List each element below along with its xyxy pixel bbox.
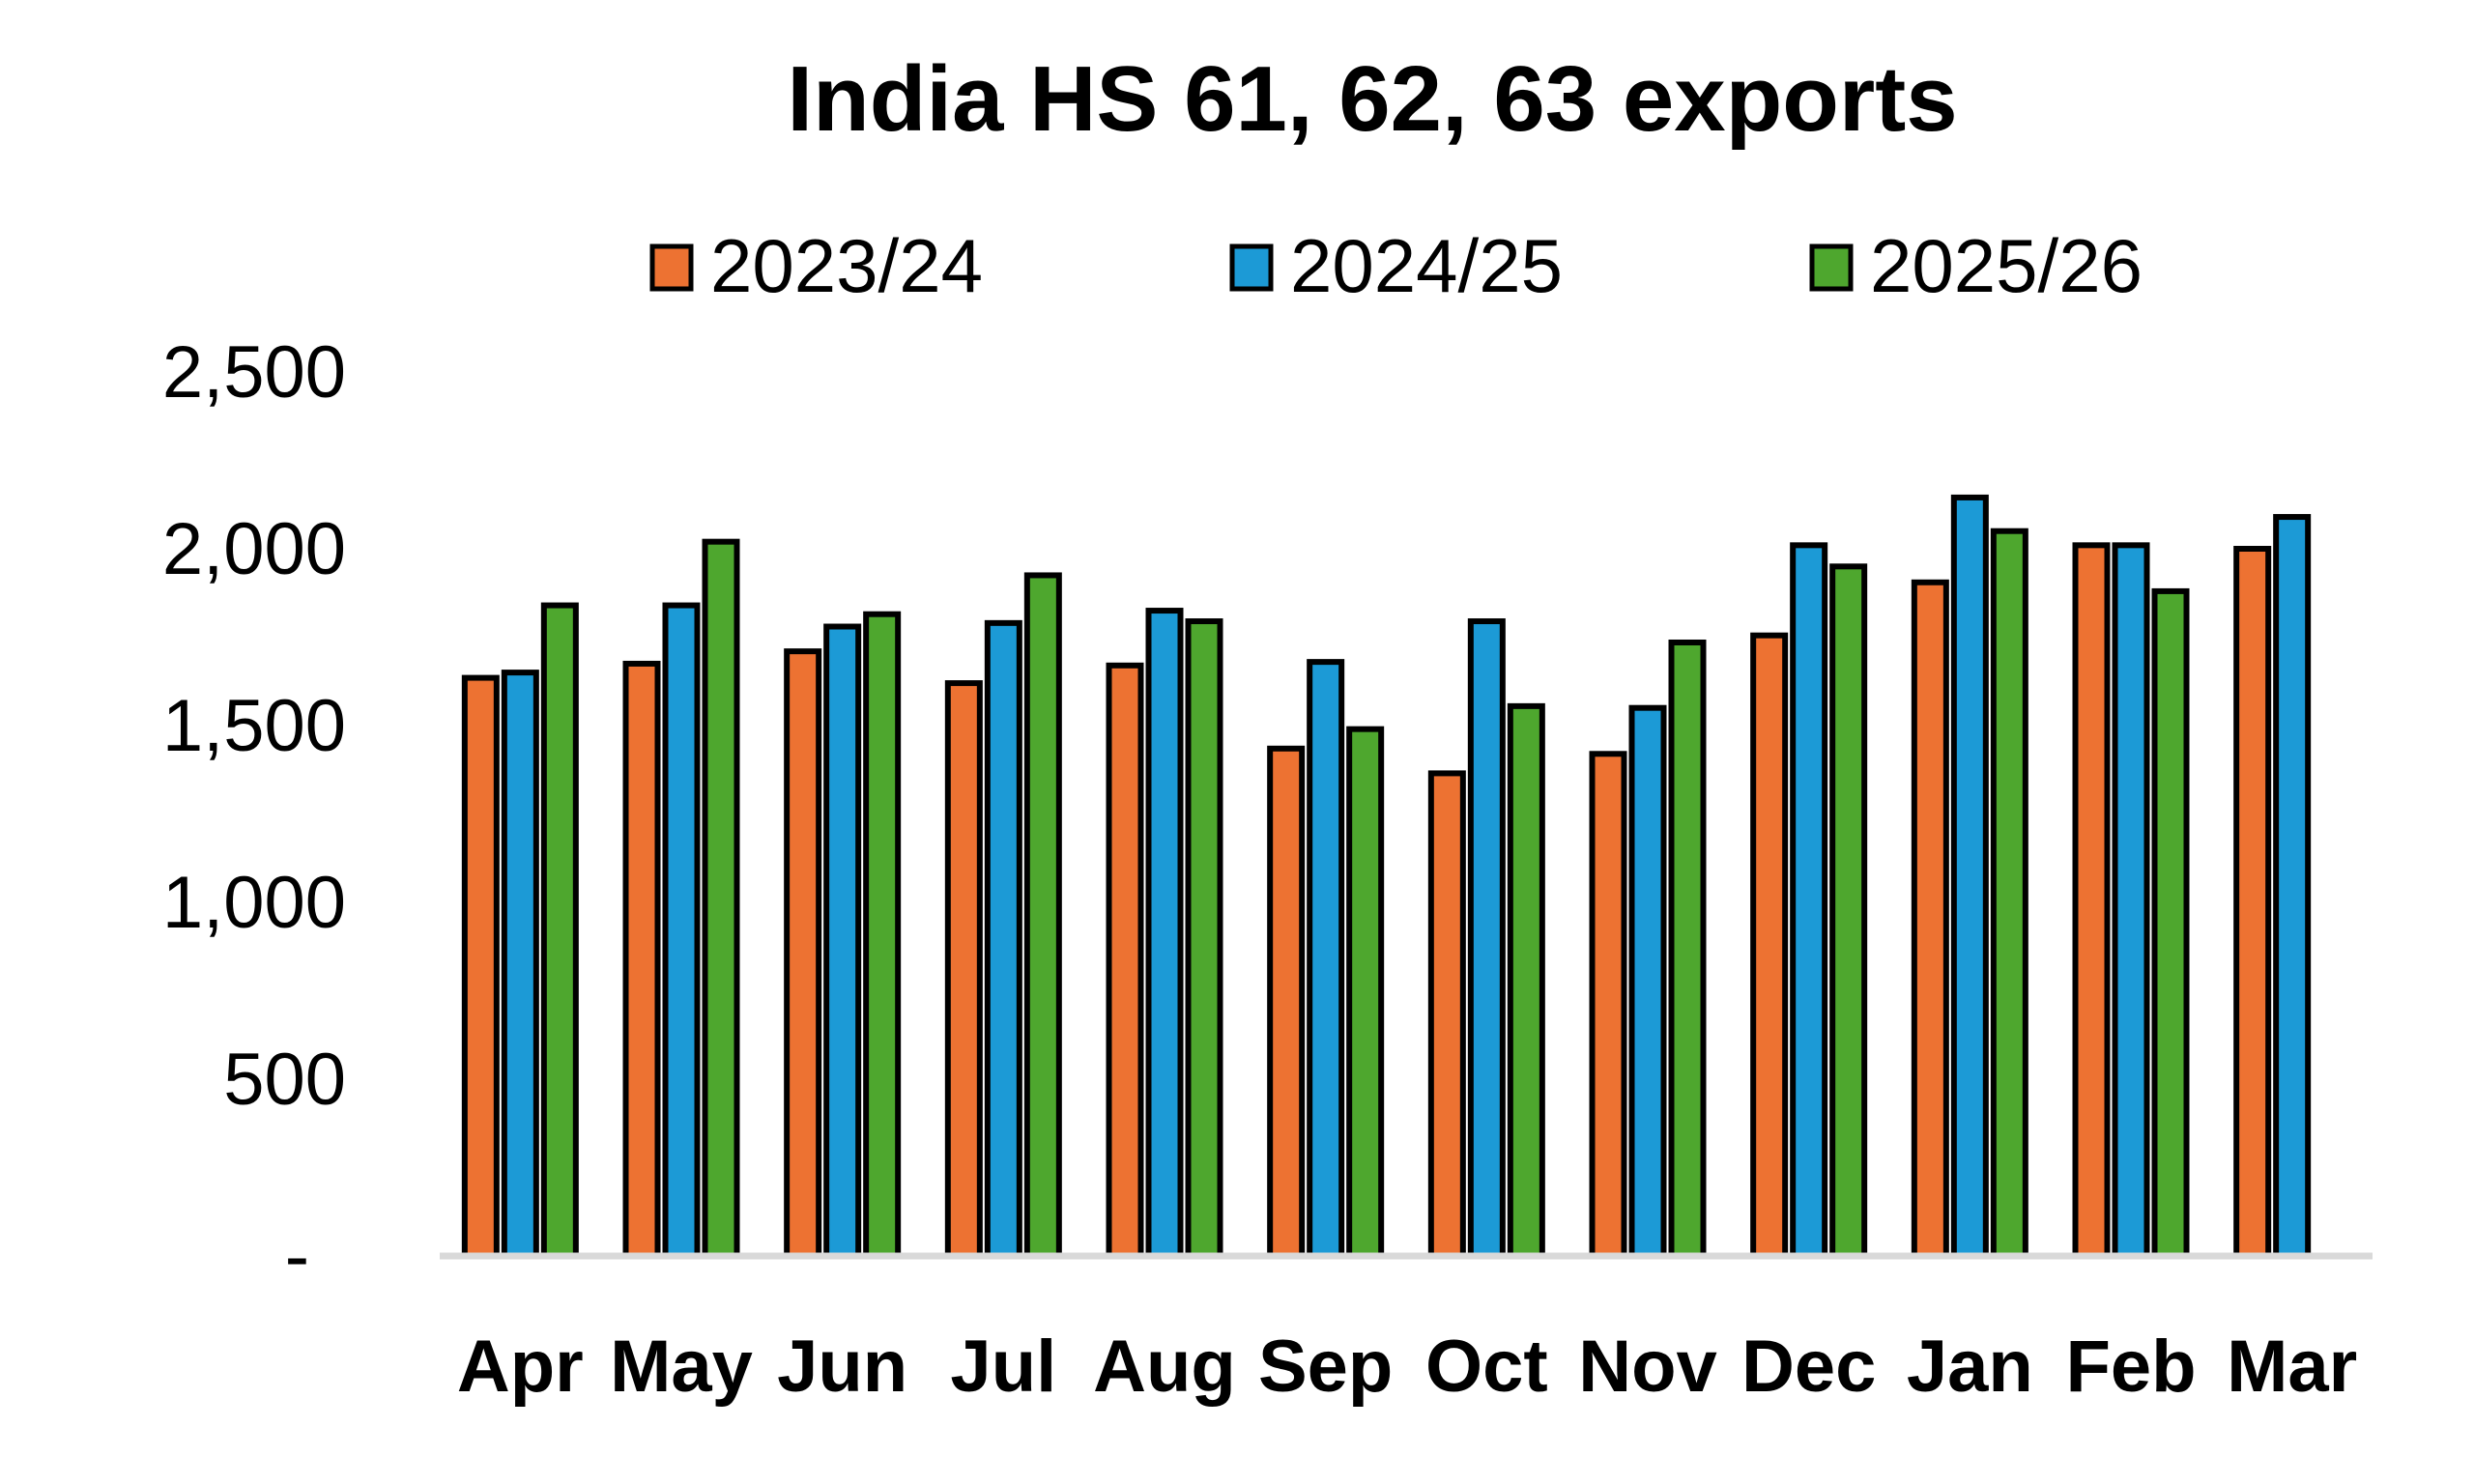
bar-2024-25-nov bbox=[1628, 704, 1667, 1259]
bar-2025-26-oct bbox=[1507, 702, 1545, 1259]
x-tick-label: Oct bbox=[1425, 1326, 1548, 1408]
bar-2025-26-dec bbox=[1829, 563, 1868, 1259]
bar-2025-26-apr bbox=[540, 602, 579, 1259]
x-tick-label: Jun bbox=[777, 1326, 907, 1408]
x-tick-label: Mar bbox=[2227, 1326, 2357, 1408]
bar-2024-25-sep bbox=[1307, 659, 1345, 1259]
x-axis-ticks: Apr May Jun Jul Aug Sep Oct Nov Dec Jan Feb Mar bbox=[457, 1326, 2357, 1408]
legend: 2023/24 2024/25 2025/26 bbox=[649, 223, 2143, 308]
y-tick-label: 1,500 bbox=[162, 685, 346, 767]
x-tick-label: Jan bbox=[1907, 1326, 2033, 1408]
bar-2025-26-may bbox=[702, 538, 740, 1259]
y-tick-label: 2,500 bbox=[162, 331, 346, 414]
bar-2025-26-nov bbox=[1668, 639, 1707, 1259]
y-tick-label: 1,000 bbox=[162, 862, 346, 944]
y-tick-label: - bbox=[285, 1215, 309, 1298]
bar-2023-24-nov bbox=[1589, 751, 1627, 1259]
legend-swatch-2024-25 bbox=[1229, 243, 1274, 292]
bars bbox=[461, 494, 2312, 1259]
legend-swatch-2025-26 bbox=[1809, 243, 1854, 292]
bar-2025-26-feb bbox=[2151, 587, 2190, 1259]
x-tick-label: Aug bbox=[1093, 1326, 1236, 1408]
bar-2023-24-jul bbox=[944, 680, 983, 1259]
x-tick-label: May bbox=[610, 1326, 753, 1408]
chart-title: India HS 61, 62, 63 exports bbox=[787, 47, 1957, 151]
bar-2024-25-jun bbox=[823, 623, 862, 1259]
bar-2025-26-jun bbox=[863, 611, 902, 1259]
bar-2023-24-jun bbox=[784, 648, 822, 1259]
bar-2023-24-apr bbox=[461, 674, 500, 1259]
bar-2023-24-dec bbox=[1750, 632, 1789, 1259]
bar-2023-24-jan bbox=[1911, 579, 1949, 1259]
legend-item-2025-26: 2025/26 bbox=[1809, 223, 2143, 308]
bar-2023-24-feb bbox=[2072, 542, 2111, 1259]
bar-2024-25-jul bbox=[984, 619, 1022, 1259]
bar-2025-26-aug bbox=[1185, 618, 1223, 1259]
legend-label-2023-24: 2023/24 bbox=[710, 223, 983, 308]
x-tick-label: Jul bbox=[950, 1326, 1056, 1408]
x-tick-label: Nov bbox=[1578, 1326, 1717, 1408]
bar-2023-24-aug bbox=[1106, 662, 1144, 1259]
bar-2024-25-oct bbox=[1467, 618, 1506, 1259]
bar-2023-24-mar bbox=[2233, 546, 2272, 1259]
bar-2023-24-may bbox=[622, 660, 661, 1259]
bar-2025-26-sep bbox=[1346, 726, 1385, 1259]
x-tick-label: Dec bbox=[1741, 1326, 1876, 1408]
legend-label-2024-25: 2024/25 bbox=[1290, 223, 1563, 308]
legend-swatch-2023-24 bbox=[649, 243, 694, 292]
bar-2024-25-aug bbox=[1145, 608, 1184, 1259]
bar-2023-24-sep bbox=[1267, 745, 1306, 1259]
bar-2025-26-jul bbox=[1023, 572, 1062, 1259]
x-tick-label: Apr bbox=[457, 1326, 584, 1408]
legend-item-2024-25: 2024/25 bbox=[1229, 223, 1563, 308]
bar-2024-25-may bbox=[662, 602, 701, 1259]
x-tick-label: Feb bbox=[2065, 1326, 2196, 1408]
legend-item-2023-24: 2023/24 bbox=[649, 223, 983, 308]
y-tick-label: 2,000 bbox=[162, 508, 346, 590]
y-tick-label: 500 bbox=[223, 1039, 346, 1121]
bar-2024-25-apr bbox=[501, 670, 539, 1259]
y-axis-ticks: - 500 1,000 1,500 2,000 2,500 bbox=[162, 331, 346, 1298]
bar-2024-25-dec bbox=[1790, 542, 1828, 1259]
legend-label-2025-26: 2025/26 bbox=[1870, 223, 2143, 308]
x-tick-label: Sep bbox=[1258, 1326, 1393, 1408]
bar-2023-24-oct bbox=[1427, 770, 1466, 1259]
bar-2024-25-mar bbox=[2273, 514, 2312, 1259]
bar-2025-26-jan bbox=[1990, 528, 2028, 1259]
bar-2024-25-feb bbox=[2112, 542, 2150, 1259]
bar-2024-25-jan bbox=[1950, 494, 1989, 1259]
